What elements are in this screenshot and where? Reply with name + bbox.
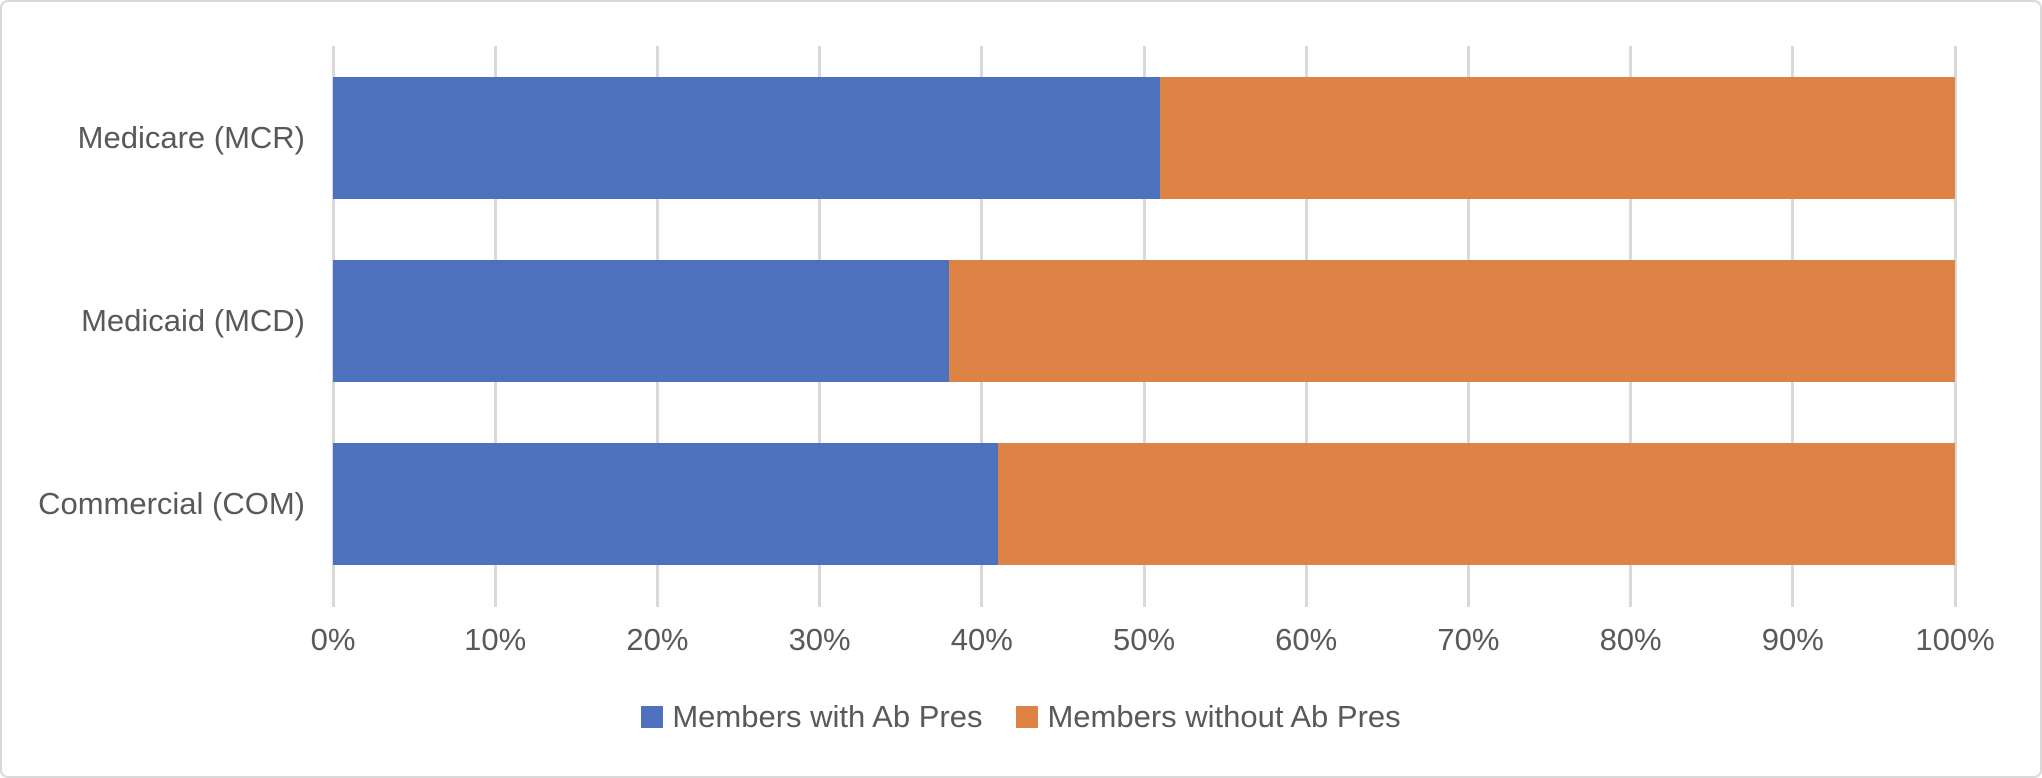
x-tick-label: 70% (1437, 622, 1500, 657)
x-tick-label: 30% (788, 622, 851, 657)
legend-swatch-icon (1016, 706, 1039, 728)
x-tick-label: 10% (464, 622, 527, 657)
x-tick-label: 100% (1915, 622, 1995, 657)
x-tick-label: 20% (626, 622, 689, 657)
bar-row-3 (333, 412, 1955, 595)
legend-label: Members without Ab Pres (1047, 699, 1401, 734)
plot-area (331, 46, 1957, 607)
category-label: Medicare (MCR) (77, 119, 305, 155)
bar-segment[interactable] (333, 259, 950, 382)
legend-item[interactable]: Members with Ab Pres (641, 699, 982, 735)
legend: Members with Ab Pres Members without Ab P… (2, 699, 2040, 735)
bar-segment[interactable] (1160, 76, 1955, 199)
x-tick-label: 90% (1761, 622, 1824, 657)
bar-segment[interactable] (998, 442, 1955, 565)
bar-row-2 (333, 229, 1955, 412)
bar-segment[interactable] (949, 259, 1955, 382)
bar-track (333, 259, 1955, 382)
legend-swatch-icon (641, 706, 664, 728)
bar-track (333, 442, 1955, 565)
bar-track (333, 76, 1955, 199)
x-tick-label: 0% (310, 622, 356, 657)
category-label: Commercial (COM) (38, 485, 305, 521)
legend-item[interactable]: Members without Ab Pres (1016, 699, 1401, 735)
x-tick-label: 60% (1275, 622, 1338, 657)
legend-label: Members with Ab Pres (672, 699, 983, 734)
x-tick-label: 50% (1112, 622, 1176, 657)
bar-segment[interactable] (333, 76, 1161, 199)
category-label: Medicaid (MCD) (81, 302, 305, 338)
x-tick-label: 80% (1599, 622, 1662, 657)
x-tick-label: 40% (950, 622, 1013, 657)
value-axis: 0% 10% 20% 30% 40% 50% 60% 70% 80% 90% 100% (311, 622, 1995, 662)
gridline-100% (1953, 46, 1957, 607)
bar-segment[interactable] (333, 442, 999, 565)
bar-row-1 (333, 46, 1955, 229)
